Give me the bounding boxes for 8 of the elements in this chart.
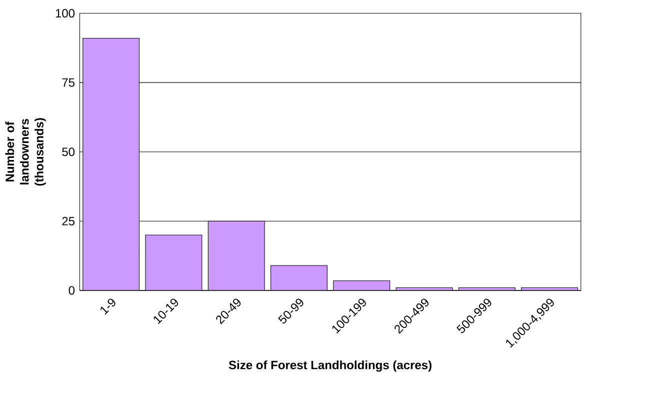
y-tick-label: 50 xyxy=(62,148,75,156)
y-axis-title: Number of landowners (thousands) xyxy=(5,118,46,186)
y-tick-label: 75 xyxy=(62,78,75,87)
y-tick-label: 100 xyxy=(56,9,75,18)
y-tick-label: 25 xyxy=(62,216,75,226)
x-axis-title: Size of Forest Landholdings (acres) xyxy=(228,360,432,372)
x-tick-label: 1-9 xyxy=(100,298,116,315)
y-tick-label: 0 xyxy=(68,286,75,295)
